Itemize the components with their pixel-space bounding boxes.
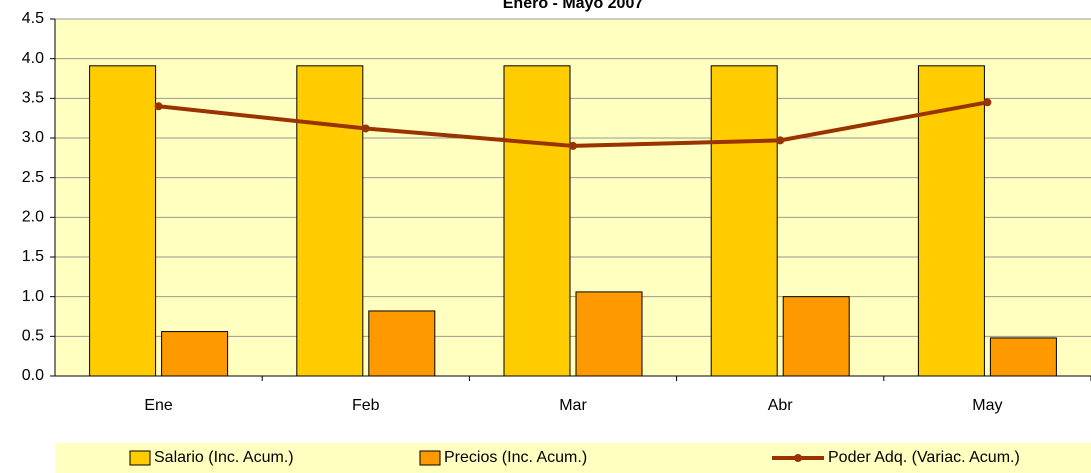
y-tick-label: 0.5 (22, 328, 44, 345)
x-tick-label: Feb (352, 397, 380, 414)
bar (368, 310, 436, 377)
bar (989, 337, 1057, 377)
line-marker (154, 102, 163, 111)
y-tick-label: 1.5 (22, 248, 44, 265)
y-tick-label: 2.5 (22, 169, 44, 186)
bar (710, 65, 778, 377)
legend-swatch (419, 450, 441, 466)
legend-label: Poder Adq. (Variac. Acum.) (828, 449, 1020, 466)
bar (503, 65, 571, 377)
bar (89, 65, 157, 377)
line-marker (983, 98, 992, 107)
legend-swatch (129, 450, 151, 466)
x-tick-label: Abr (768, 397, 794, 414)
bar (161, 331, 229, 377)
legend-label: Precios (Inc. Acum.) (444, 449, 587, 466)
legend-box (55, 443, 1091, 473)
legend-marker (794, 454, 802, 462)
bar (575, 291, 643, 377)
y-tick-label: 1.0 (22, 288, 44, 305)
bar (782, 296, 850, 377)
bar (296, 65, 364, 377)
y-tick-label: 0.0 (22, 367, 44, 384)
x-tick-label: May (972, 397, 1002, 414)
line-marker (361, 124, 370, 133)
x-tick-label: Mar (559, 397, 587, 414)
line-marker (776, 136, 785, 145)
y-tick-label: 2.0 (22, 209, 44, 226)
y-tick-label: 4.5 (22, 10, 44, 27)
bar (917, 65, 985, 377)
legend-label: Salario (Inc. Acum.) (154, 449, 294, 466)
line-marker (569, 141, 577, 150)
y-tick-label: 3.0 (22, 129, 44, 146)
chart-title: Enero - Mayo 2007 (503, 0, 644, 12)
y-tick-label: 3.5 (22, 90, 44, 107)
x-tick-label: Ene (144, 397, 173, 414)
y-tick-label: 4.0 (22, 50, 44, 67)
